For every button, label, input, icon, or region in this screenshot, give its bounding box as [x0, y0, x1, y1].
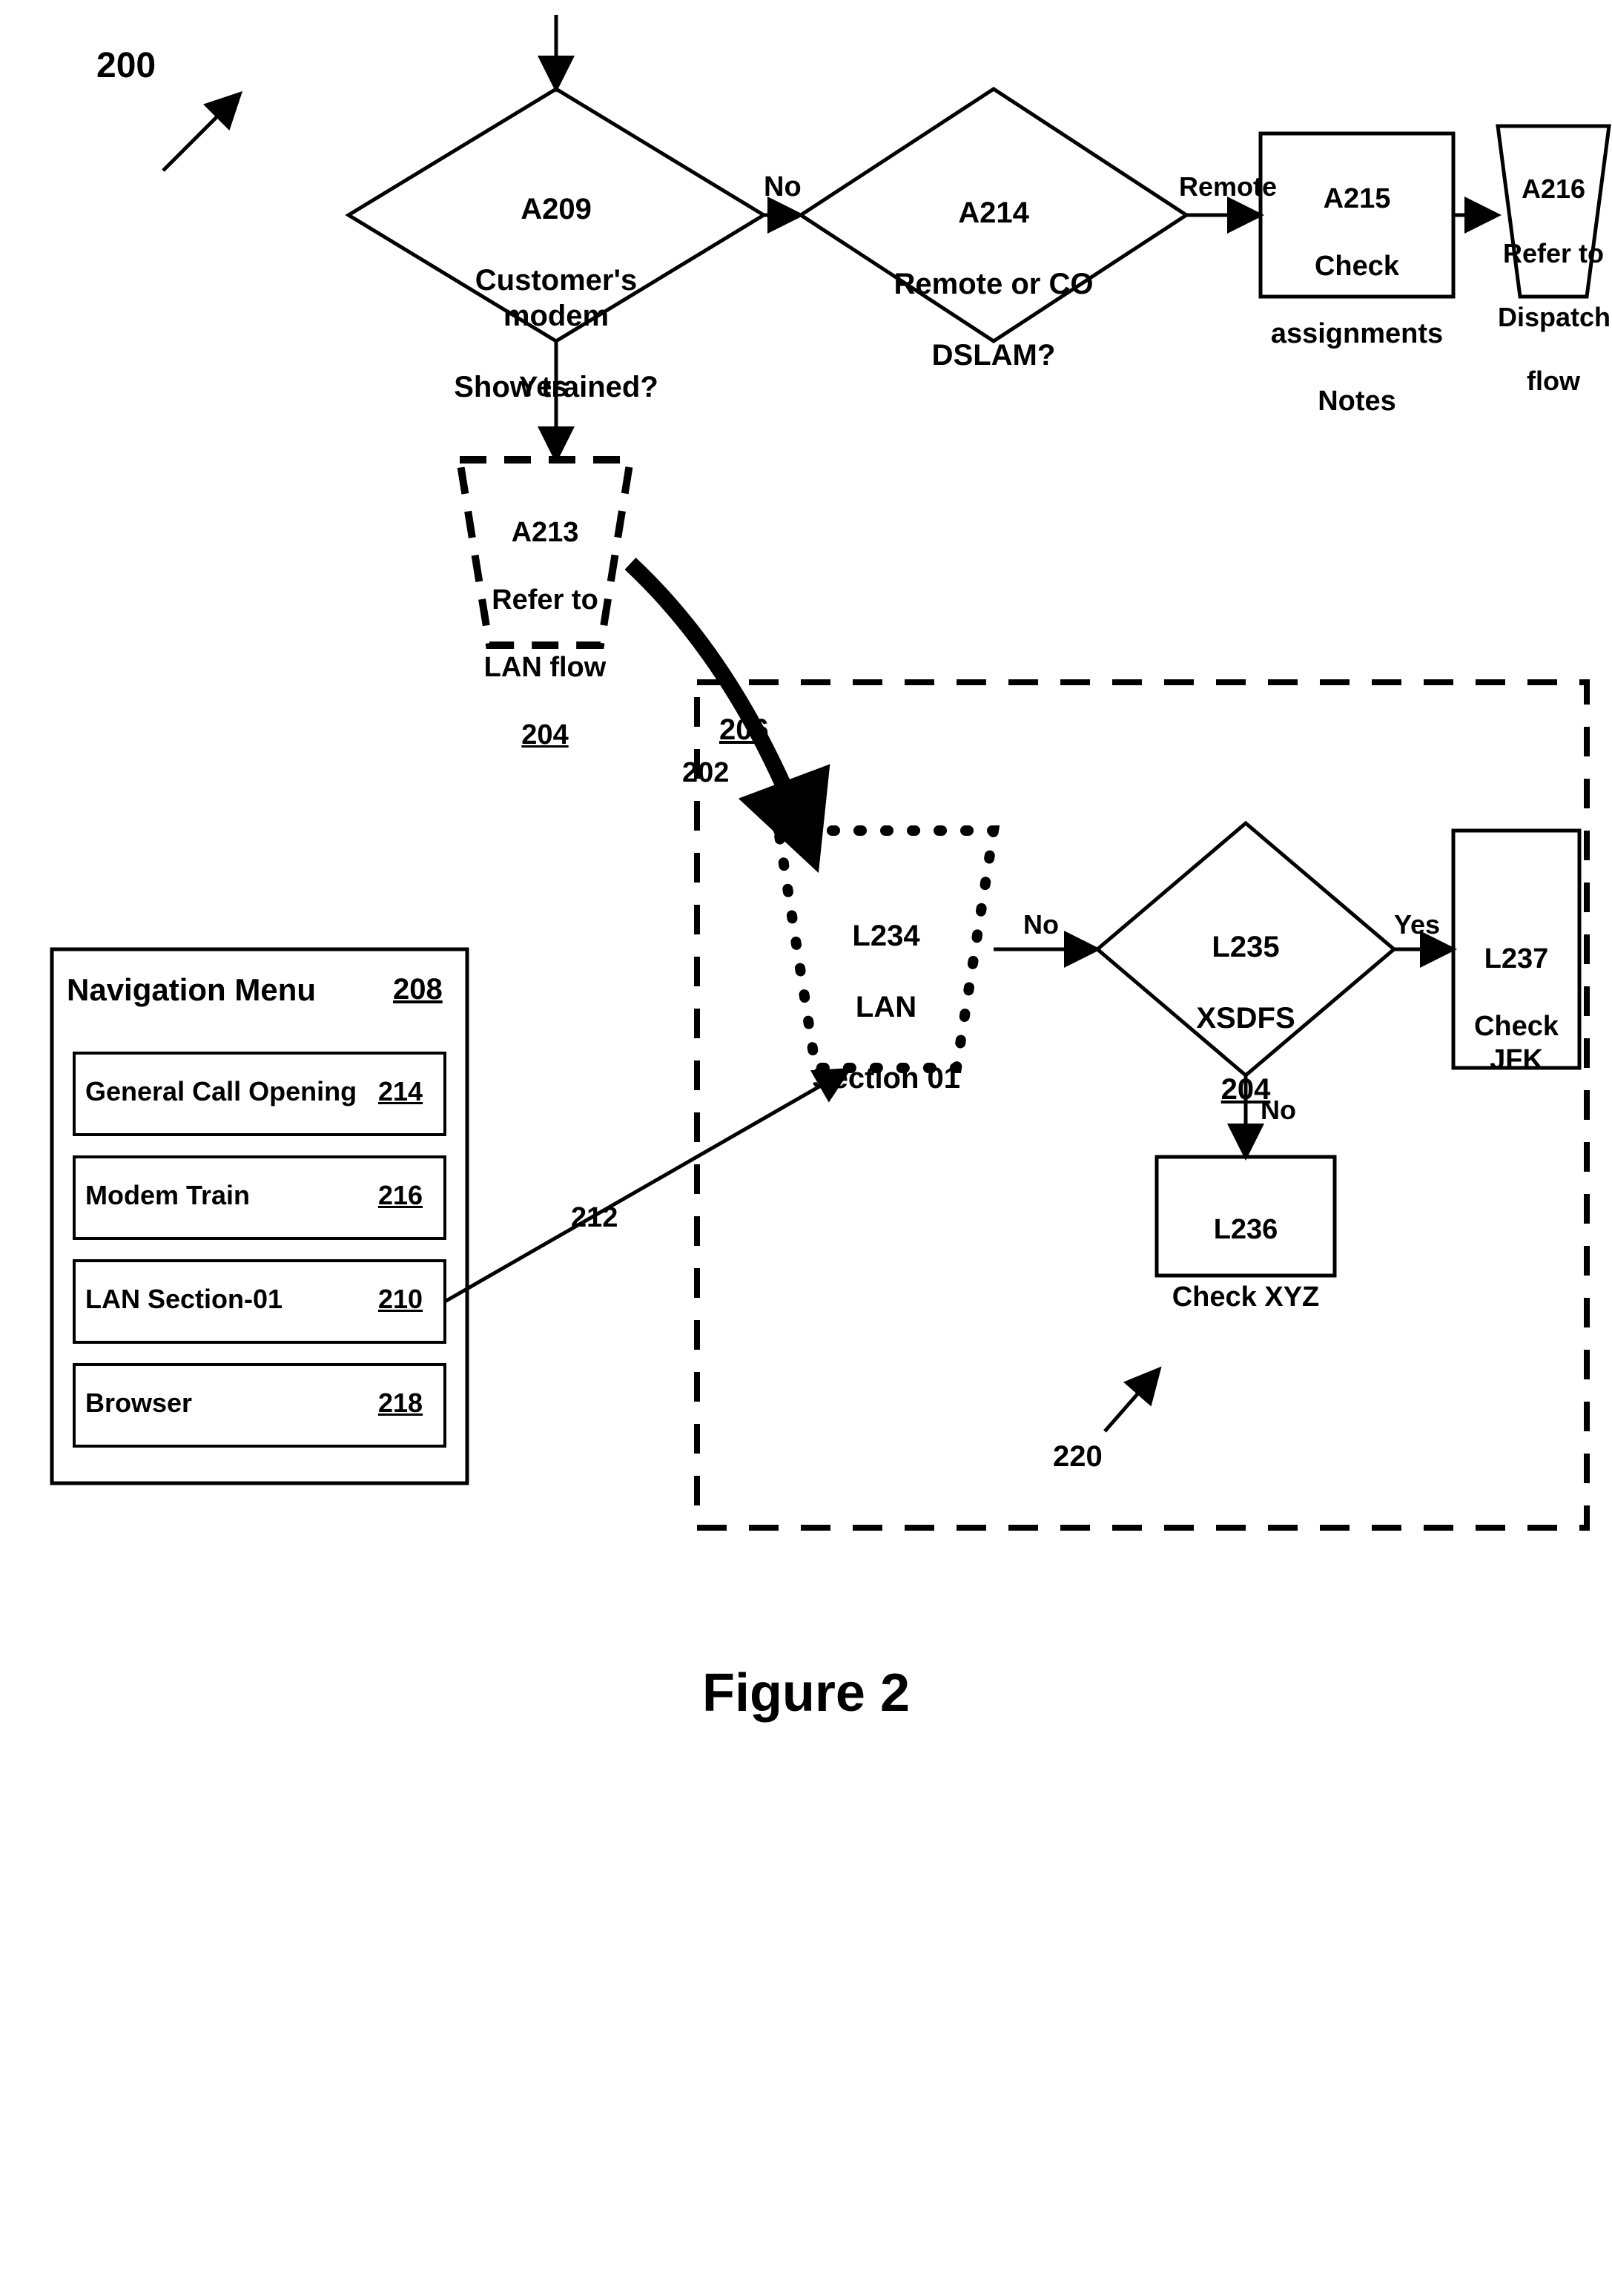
nav-title-ref: 208 [393, 971, 443, 1007]
l236-text: L236 Check XYZ [1157, 1179, 1335, 1314]
edge-no1: No [764, 171, 802, 205]
callout-220-line [1105, 1372, 1157, 1431]
callout-202: 202 [682, 756, 729, 791]
callout-212: 212 [571, 1201, 618, 1236]
region-206 [697, 682, 1587, 1528]
edge-yes1: Yes [519, 371, 568, 405]
edge-remote: Remote [1179, 171, 1277, 202]
nav-item-2-ref: 210 [378, 1283, 423, 1315]
a216-text: A216 Refer to Dispatch flow [1498, 141, 1609, 397]
l237-text: L237 Check JFK [1453, 908, 1579, 1078]
a209-text: A209 Customer's modem Show trained? [423, 156, 690, 405]
nav-item-1-ref: 216 [378, 1179, 423, 1211]
figure-title: Figure 2 [0, 1661, 1612, 1725]
nav-item-2-label: LAN Section-01 [85, 1283, 374, 1315]
nav-item-0-ref: 214 [378, 1075, 423, 1107]
nav-item-3-label: Browser [85, 1387, 374, 1419]
figure-number: 200 [96, 44, 156, 88]
callout-206: 206 [719, 712, 769, 748]
callout-212-line [445, 1072, 845, 1302]
a214-text: A214 Remote or CO DSLAM? [875, 159, 1112, 373]
edge-a213-l234-thick [630, 564, 808, 845]
nav-item-3-ref: 218 [378, 1387, 423, 1419]
nav-title: Navigation Menu [67, 971, 363, 1009]
edge-no3: No [1261, 1094, 1296, 1126]
l235-text: L235 XSDFS 204 [1157, 894, 1335, 1107]
a215-text: A215 Check assignments Notes [1261, 148, 1453, 419]
figure-number-arrow [163, 96, 237, 171]
nav-item-0-label: General Call Opening [85, 1075, 374, 1107]
edge-yes3: Yes [1394, 908, 1440, 940]
a213-text: A213 Refer to LAN flow 204 [475, 482, 615, 753]
nav-item-1-label: Modem Train [85, 1179, 374, 1211]
edge-no2: No [1023, 908, 1059, 940]
l234-text: L234 LAN Section 01 [808, 883, 964, 1096]
callout-220: 220 [1053, 1439, 1103, 1474]
